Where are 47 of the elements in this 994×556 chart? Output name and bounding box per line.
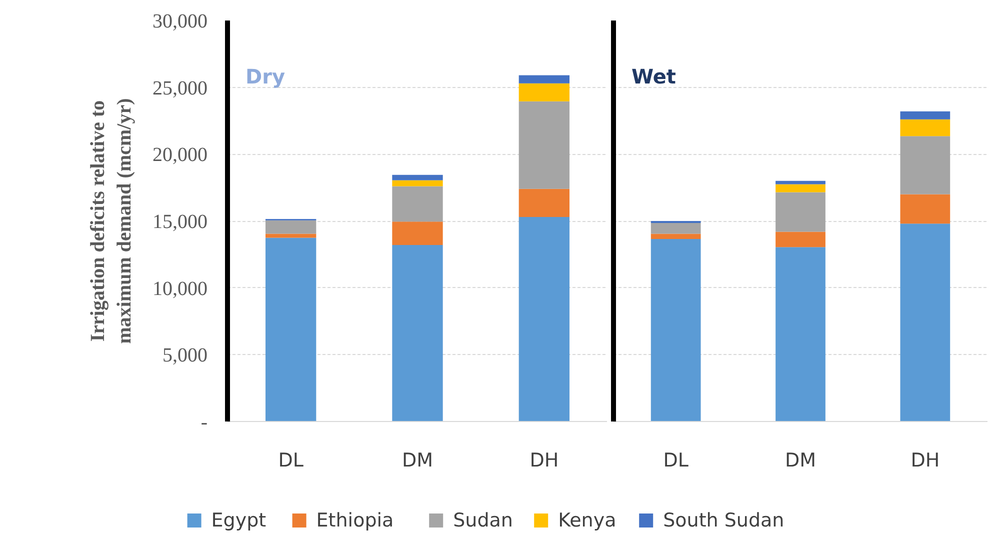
bar: [392, 186, 443, 222]
legend-label: South Sudan: [663, 510, 784, 532]
legend-label: Sudan: [453, 510, 513, 532]
legend-label: Egypt: [211, 510, 266, 532]
bar: [518, 75, 570, 84]
bar: [392, 174, 443, 180]
x-tick-label: DL: [278, 450, 304, 472]
y-tick-label: 10,000: [152, 278, 208, 300]
bar: [518, 101, 570, 189]
bar: [900, 136, 950, 194]
bar: [392, 222, 443, 246]
bar: [518, 83, 570, 102]
bar: [266, 220, 316, 234]
bar: [900, 111, 950, 120]
x-tick-label: DL: [663, 450, 689, 472]
bar: [776, 232, 826, 248]
y-tick-label: 5,000: [162, 344, 208, 367]
x-tick-label: DM: [784, 450, 816, 472]
text: Dry: [246, 64, 286, 88]
y-tick-label: 30,000: [152, 10, 208, 32]
x-tick-label: DH: [530, 450, 559, 472]
text: Wet: [632, 64, 676, 88]
bar: [650, 239, 701, 422]
bar: [518, 188, 570, 217]
bar: [266, 234, 316, 238]
x-tick-label: DH: [910, 450, 940, 472]
legend-label: Ethiopia: [316, 510, 394, 532]
y-axis-title: Irrigation deficits relative to maximum demand (mcm/yr): [87, 98, 136, 344]
y-tick-label: 15,000: [152, 211, 208, 233]
bar: [392, 245, 443, 422]
bar: [900, 194, 950, 224]
x-tick-label: DM: [402, 450, 434, 472]
bar: [776, 247, 826, 422]
bar: [776, 192, 826, 232]
y-tick-label: 20,000: [152, 144, 208, 166]
bar: [650, 223, 701, 234]
bar: [900, 119, 950, 136]
bar: [776, 184, 826, 192]
legend-label: Kenya: [558, 510, 616, 532]
bar: [650, 234, 701, 240]
bar: [900, 224, 950, 422]
y-tick-label: 25,000: [152, 77, 208, 100]
bar: [392, 180, 443, 186]
bar: [266, 238, 316, 422]
y-tick-label: -: [200, 412, 208, 434]
bar: [518, 216, 570, 422]
bar: [776, 180, 826, 184]
